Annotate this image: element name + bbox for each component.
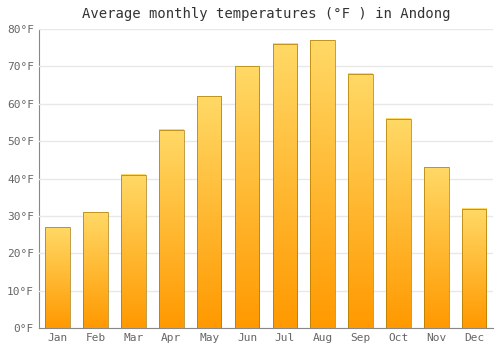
Bar (197, 96, 222, 328)
Bar (84, 212, 108, 328)
Bar (121, 175, 146, 328)
Title: Average monthly temperatures (°F ) in Andong: Average monthly temperatures (°F ) in An… (82, 7, 450, 21)
Bar (424, 167, 448, 328)
Bar (46, 227, 70, 328)
Bar (386, 119, 410, 328)
Bar (272, 44, 297, 328)
Bar (234, 66, 260, 328)
Bar (348, 74, 373, 328)
Bar (310, 40, 335, 328)
Bar (159, 130, 184, 328)
Bar (462, 209, 486, 328)
